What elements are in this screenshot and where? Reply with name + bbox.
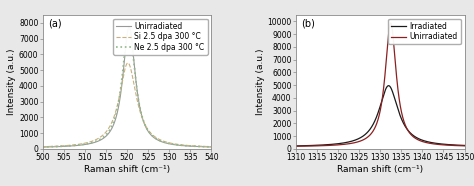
Text: (b): (b) (301, 19, 315, 29)
Ne 2.5 dpa 300 °C (112, 117, 118, 120)
Line: Si 2.5 dpa 300 °C: Si 2.5 dpa 300 °C (43, 63, 211, 147)
Si 2.5 dpa 300 °C (187, 145, 193, 147)
Si 2.5 dpa 300 °C (59, 145, 65, 147)
Ne 2.5 dpa 300 °C (187, 145, 193, 147)
Ne 2.5 dpa 300 °C (209, 146, 214, 148)
Unirradiated (59, 145, 65, 148)
Unirradiated (112, 121, 118, 123)
Legend: Unirradiated, Si 2.5 dpa 300 °C, Ne 2.5 dpa 300 °C: Unirradiated, Si 2.5 dpa 300 °C, Ne 2.5 … (113, 19, 208, 55)
Ne 2.5 dpa 300 °C (40, 146, 46, 148)
Unirradiated (205, 146, 211, 148)
Ne 2.5 dpa 300 °C (205, 146, 211, 148)
Si 2.5 dpa 300 °C (40, 146, 46, 148)
Line: Ne 2.5 dpa 300 °C: Ne 2.5 dpa 300 °C (43, 28, 211, 147)
Irradiated (365, 131, 371, 133)
Irradiated (462, 144, 467, 147)
Unirradiated (358, 140, 364, 142)
Ne 2.5 dpa 300 °C (126, 27, 132, 29)
Unirradiated (69, 145, 75, 147)
Si 2.5 dpa 300 °C (205, 145, 211, 148)
Irradiated (312, 144, 318, 146)
Text: (a): (a) (48, 19, 61, 29)
Si 2.5 dpa 300 °C (112, 114, 118, 116)
Si 2.5 dpa 300 °C (209, 146, 214, 148)
Legend: Irradiated, Unirradiated: Irradiated, Unirradiated (388, 19, 461, 44)
Ne 2.5 dpa 300 °C (59, 145, 65, 147)
Y-axis label: Intensity (a.u.): Intensity (a.u.) (7, 49, 16, 115)
Irradiated (322, 144, 328, 146)
Line: Irradiated: Irradiated (296, 86, 465, 146)
Ne 2.5 dpa 300 °C (105, 132, 110, 134)
Si 2.5 dpa 300 °C (125, 62, 131, 64)
Line: Unirradiated: Unirradiated (296, 23, 465, 146)
Unirradiated (40, 146, 46, 148)
Irradiated (293, 145, 299, 147)
Unirradiated (458, 145, 464, 147)
Unirradiated (365, 136, 371, 138)
Unirradiated (187, 145, 193, 147)
X-axis label: Raman shift (cm⁻¹): Raman shift (cm⁻¹) (84, 165, 170, 174)
Line: Unirradiated: Unirradiated (43, 27, 211, 147)
Unirradiated (462, 145, 467, 147)
Irradiated (458, 144, 464, 146)
Irradiated (358, 137, 364, 139)
Unirradiated (126, 26, 132, 28)
Unirradiated (322, 145, 328, 147)
Si 2.5 dpa 300 °C (69, 144, 75, 146)
Irradiated (386, 85, 392, 87)
Ne 2.5 dpa 300 °C (69, 145, 75, 147)
Unirradiated (388, 22, 393, 24)
X-axis label: Raman shift (cm⁻¹): Raman shift (cm⁻¹) (337, 165, 423, 174)
Unirradiated (312, 145, 318, 147)
Unirradiated (105, 134, 110, 136)
Si 2.5 dpa 300 °C (105, 129, 110, 131)
Unirradiated (209, 146, 214, 148)
Unirradiated (440, 144, 446, 146)
Unirradiated (293, 145, 299, 147)
Irradiated (440, 143, 446, 145)
Y-axis label: Intensity (a.u.): Intensity (a.u.) (255, 49, 264, 115)
